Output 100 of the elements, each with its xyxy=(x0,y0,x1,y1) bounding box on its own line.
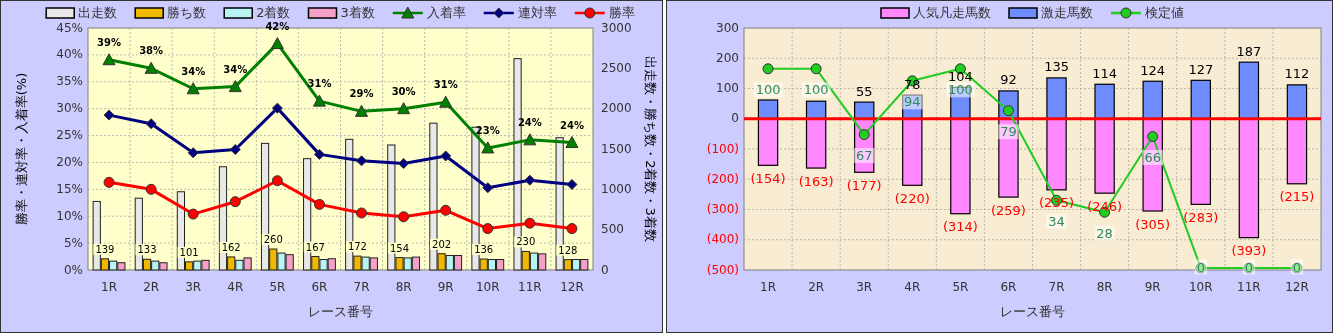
y-tick-label: 25% xyxy=(56,128,83,143)
point xyxy=(398,211,410,223)
x-tick-label: 12R xyxy=(1285,279,1309,294)
data-label: 162 xyxy=(221,241,241,253)
legend-label: 連対率 xyxy=(517,4,557,20)
y-tick-label: 35% xyxy=(56,74,83,89)
y-tick-label: 15% xyxy=(56,181,83,196)
point xyxy=(103,109,115,121)
bar xyxy=(805,118,827,169)
y-tick-label: 5% xyxy=(63,235,83,250)
y-tick-label: 40% xyxy=(56,47,83,62)
data-label: 67 xyxy=(855,148,873,164)
y2-tick-label: 500 xyxy=(601,222,624,237)
x-axis-title: レース番号 xyxy=(1000,303,1065,319)
legend-label: 激走馬数 xyxy=(1041,4,1093,20)
data-label: (177) xyxy=(846,177,882,193)
point xyxy=(145,118,157,130)
x-tick-label: 10R xyxy=(475,279,500,294)
data-label: 101 xyxy=(179,246,199,258)
data-label: 34% xyxy=(181,65,206,77)
point xyxy=(356,207,368,219)
point xyxy=(271,102,283,114)
point xyxy=(810,63,822,75)
data-label: 202 xyxy=(432,238,452,250)
bar xyxy=(1190,79,1212,120)
point xyxy=(398,158,410,170)
bar xyxy=(1238,61,1260,120)
data-label: 34 xyxy=(1048,213,1065,229)
y-tick-label: 20% xyxy=(56,154,83,169)
point xyxy=(482,182,494,194)
data-label: 230 xyxy=(516,236,536,248)
data-label: (283) xyxy=(1183,209,1219,225)
data-label: 31% xyxy=(307,78,332,90)
x-tick-label: 4R xyxy=(904,279,921,294)
y2-tick-label: 1000 xyxy=(601,181,632,196)
data-label: 30% xyxy=(391,85,416,97)
point xyxy=(858,129,870,141)
data-label: 42% xyxy=(265,20,290,32)
x-tick-label: 12R xyxy=(560,279,584,294)
x-tick-label: 9R xyxy=(1144,279,1161,294)
x-tick-label: 1R xyxy=(101,279,118,294)
bar xyxy=(950,118,971,215)
data-label: 94 xyxy=(904,94,921,110)
data-label: 28 xyxy=(1096,225,1113,241)
y-axis-title: 勝率・連対率・入着率(%) xyxy=(13,72,29,226)
data-label: 136 xyxy=(474,244,494,256)
data-label: 24% xyxy=(559,119,584,131)
data-label: 124 xyxy=(1140,62,1166,78)
data-label: 92 xyxy=(1000,72,1017,88)
point xyxy=(186,82,200,95)
bar xyxy=(1094,83,1115,120)
x-axis-title: レース番号 xyxy=(308,303,373,319)
bar xyxy=(1046,77,1067,120)
y2-axis-title: 出走数・勝ち数・2着数・3着数 xyxy=(642,56,658,242)
data-label: 0 xyxy=(1292,259,1302,275)
x-tick-label: 8R xyxy=(395,279,412,294)
data-label: 38% xyxy=(139,45,164,57)
data-label: 133 xyxy=(137,244,157,256)
point xyxy=(229,196,241,208)
data-label: (314) xyxy=(942,219,978,235)
point xyxy=(440,204,452,216)
legend-label: 2着数 xyxy=(256,4,291,20)
x-tick-label: 3R xyxy=(185,279,202,294)
x-tick-label: 7R xyxy=(1048,279,1065,294)
y-tick-label: 100 xyxy=(716,81,739,95)
y-tick-label: 45% xyxy=(56,20,83,35)
legend-label: 入着率 xyxy=(426,4,466,20)
data-label: 34% xyxy=(223,63,248,75)
data-label: (220) xyxy=(894,190,930,206)
x-tick-label: 10R xyxy=(1188,279,1213,294)
data-label: (259) xyxy=(990,202,1026,218)
y2-tick-label: 1500 xyxy=(601,141,632,156)
point xyxy=(312,94,326,107)
data-label: 127 xyxy=(1188,61,1214,77)
data-label: 139 xyxy=(95,243,115,255)
y-tick-label: 0 xyxy=(731,111,739,126)
y2-tick-label: 3000 xyxy=(601,20,632,35)
x-tick-label: 7R xyxy=(353,279,370,294)
data-label: 187 xyxy=(1236,43,1262,59)
y-tick-label: 200 xyxy=(716,50,739,65)
x-tick-label: 8R xyxy=(1096,279,1113,294)
point xyxy=(440,150,452,162)
point xyxy=(270,37,284,50)
data-label: 66 xyxy=(1144,150,1161,166)
y-tick-label: 30% xyxy=(56,101,83,116)
legend-label: 出走数 xyxy=(78,4,118,20)
point xyxy=(144,61,158,74)
point xyxy=(103,176,115,188)
data-label: 0 xyxy=(1244,259,1254,275)
point xyxy=(228,80,242,93)
point xyxy=(355,104,369,117)
data-label: 23% xyxy=(475,124,500,136)
data-label: 112 xyxy=(1284,66,1310,82)
data-label: 0 xyxy=(1196,259,1205,275)
bar xyxy=(757,118,779,166)
x-tick-label: 4R xyxy=(227,279,244,294)
legend-label: 勝率 xyxy=(608,4,635,20)
y-tick-label: (400) xyxy=(706,232,739,247)
data-label: (154) xyxy=(750,170,786,186)
point xyxy=(187,208,199,220)
